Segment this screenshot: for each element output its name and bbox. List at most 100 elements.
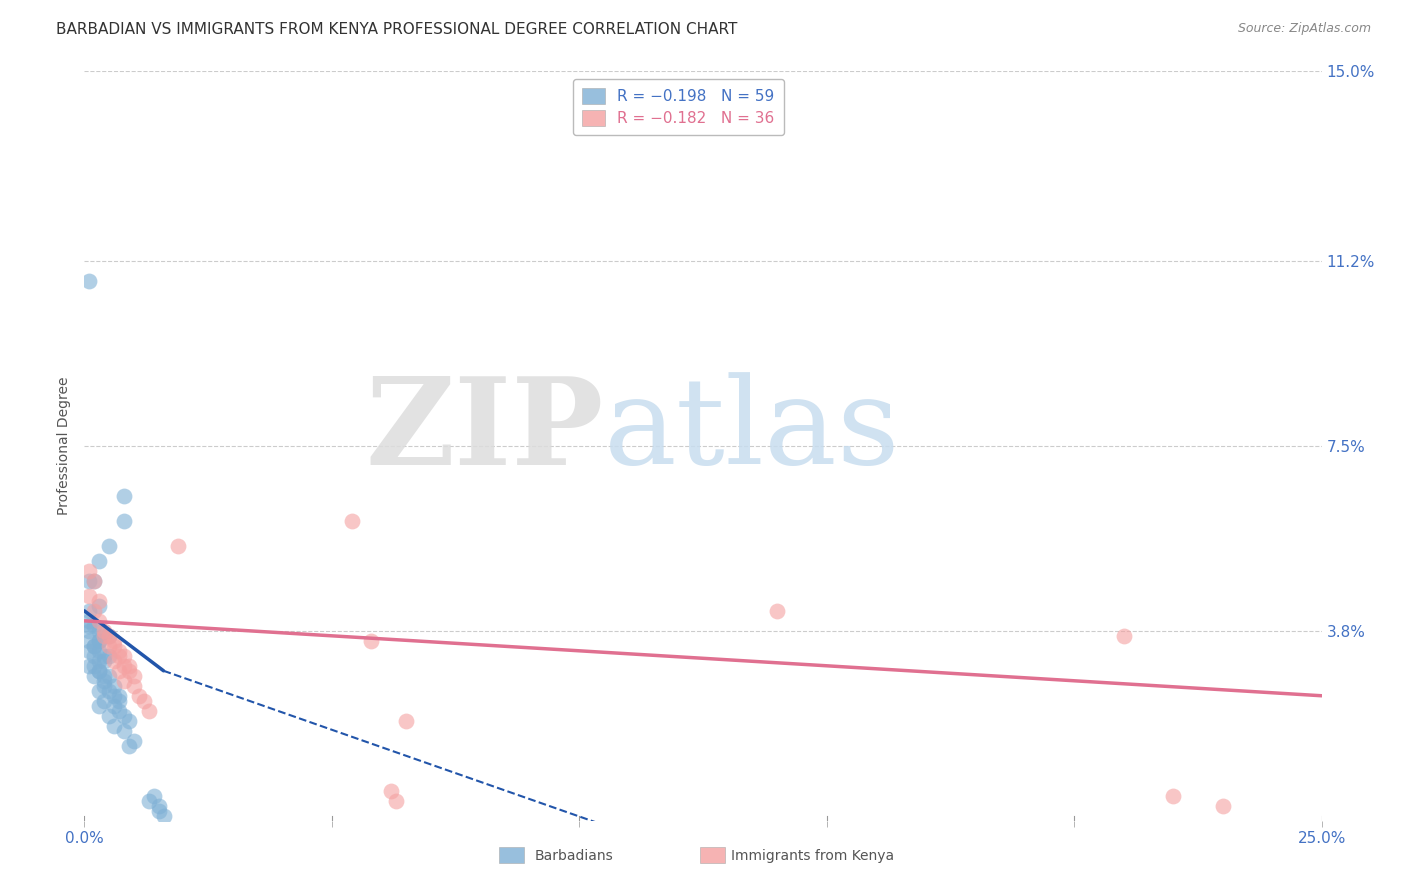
Point: [93, 694, 115, 708]
Point: [103, 654, 125, 668]
Point: [1212, 798, 1234, 813]
Point: [112, 514, 135, 528]
Point: [89, 594, 111, 608]
Text: BARBADIAN VS IMMIGRANTS FROM KENYA PROFESSIONAL DEGREE CORRELATION CHART: BARBADIAN VS IMMIGRANTS FROM KENYA PROFE…: [56, 22, 738, 37]
Point: [79, 624, 101, 638]
Point: [93, 648, 115, 663]
Point: [167, 539, 190, 553]
Point: [138, 794, 160, 808]
Point: [89, 664, 111, 678]
Point: [79, 619, 101, 633]
Text: atlas: atlas: [605, 373, 901, 490]
Point: [148, 804, 170, 818]
Point: [89, 698, 111, 713]
Point: [108, 648, 131, 663]
Point: [112, 723, 135, 738]
Point: [93, 629, 115, 643]
Point: [112, 489, 135, 503]
Point: [89, 683, 111, 698]
Point: [93, 673, 115, 688]
Point: [89, 614, 111, 628]
Point: [93, 629, 115, 643]
Point: [93, 624, 115, 638]
Point: [380, 783, 402, 797]
Point: [122, 669, 145, 683]
Point: [79, 633, 101, 648]
Point: [89, 654, 111, 668]
Point: [108, 644, 131, 658]
Point: [79, 658, 101, 673]
Point: [79, 614, 101, 628]
Point: [98, 708, 121, 723]
Text: ZIP: ZIP: [366, 372, 605, 490]
Point: [93, 679, 115, 693]
Point: [79, 589, 101, 603]
Point: [98, 648, 121, 663]
Point: [89, 599, 111, 613]
Point: [132, 694, 155, 708]
Point: [108, 704, 131, 718]
Point: [138, 704, 160, 718]
Point: [103, 633, 125, 648]
Point: [79, 604, 101, 618]
Point: [83, 648, 105, 663]
Point: [89, 633, 111, 648]
Point: [152, 808, 174, 822]
Y-axis label: Professional Degree: Professional Degree: [58, 376, 72, 516]
Point: [83, 574, 105, 588]
Point: [79, 644, 101, 658]
Point: [89, 664, 111, 678]
Point: [98, 629, 121, 643]
Point: [79, 274, 101, 288]
Point: [93, 669, 115, 683]
Point: [83, 619, 105, 633]
Point: [79, 574, 101, 588]
Point: [89, 624, 111, 638]
Point: [112, 673, 135, 688]
Point: [103, 639, 125, 653]
Point: [83, 658, 105, 673]
Point: [118, 658, 141, 673]
Point: [340, 514, 363, 528]
Point: [122, 733, 145, 747]
Point: [766, 604, 789, 618]
Point: [98, 683, 121, 698]
Point: [83, 604, 105, 618]
Point: [108, 694, 131, 708]
Point: [395, 714, 418, 728]
Point: [98, 629, 121, 643]
Point: [118, 739, 141, 753]
Text: Barbadians: Barbadians: [534, 849, 613, 863]
Legend: R = −0.198   N = 59, R = −0.182   N = 36: R = −0.198 N = 59, R = −0.182 N = 36: [572, 79, 783, 136]
Point: [83, 639, 105, 653]
Point: [83, 574, 105, 588]
Point: [112, 648, 135, 663]
Point: [98, 669, 121, 683]
Point: [89, 554, 111, 568]
Point: [128, 689, 150, 703]
Point: [83, 669, 105, 683]
Point: [98, 539, 121, 553]
Point: [112, 658, 135, 673]
Point: [103, 698, 125, 713]
Point: [83, 639, 105, 653]
Point: [103, 719, 125, 733]
Point: [79, 564, 101, 578]
Point: [118, 714, 141, 728]
Point: [360, 633, 382, 648]
Point: [89, 644, 111, 658]
Point: [112, 708, 135, 723]
Point: [148, 798, 170, 813]
Point: [118, 664, 141, 678]
Point: [103, 689, 125, 703]
Point: [108, 689, 131, 703]
Point: [93, 654, 115, 668]
Point: [1161, 789, 1184, 803]
Point: [108, 664, 131, 678]
Point: [98, 639, 121, 653]
Point: [122, 679, 145, 693]
Point: [89, 633, 111, 648]
Point: [142, 789, 165, 803]
Point: [385, 794, 408, 808]
Text: Source: ZipAtlas.com: Source: ZipAtlas.com: [1237, 22, 1371, 36]
